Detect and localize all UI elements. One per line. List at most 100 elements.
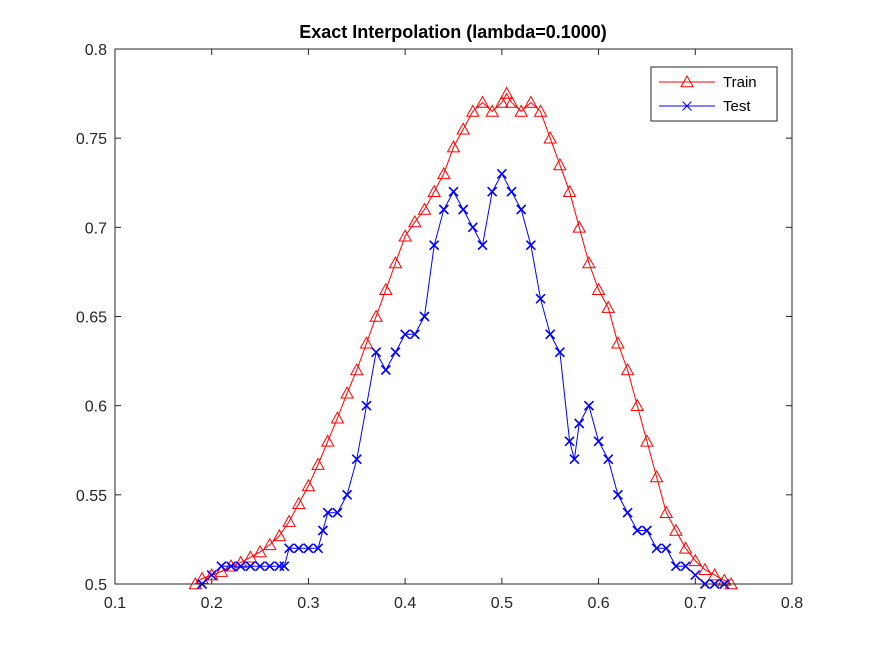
data-point-train: [214, 564, 229, 577]
data-point-test: [477, 240, 488, 251]
axes-frame: [114, 48, 793, 585]
data-point-test: [574, 418, 585, 429]
data-point-test: [279, 561, 290, 572]
legend-label-test: Test: [723, 98, 751, 115]
data-point-test: [661, 543, 672, 554]
data-point-train: [456, 122, 471, 135]
axes-background: [115, 49, 792, 584]
data-point-train: [582, 255, 596, 269]
data-point-test: [245, 561, 256, 572]
data-point-train: [717, 573, 732, 586]
data-point-test: [390, 347, 401, 358]
x-tick-label: 0.5: [491, 595, 513, 612]
data-point-test: [438, 204, 449, 215]
data-point-test: [554, 347, 565, 358]
data-point-train: [436, 166, 451, 180]
data-point-train: [533, 104, 548, 117]
series-train: [188, 86, 738, 590]
data-point-test: [564, 436, 575, 447]
data-point-train: [330, 411, 345, 424]
data-point-test: [332, 507, 343, 518]
data-point-train: [659, 505, 674, 518]
chart-title: Exact Interpolation (lambda=0.1000): [299, 22, 607, 42]
x-tick-label: 0.2: [201, 595, 223, 612]
data-point-train: [611, 336, 625, 349]
data-point-train: [640, 434, 654, 447]
data-point-train: [572, 220, 587, 233]
data-point-test: [361, 400, 372, 411]
data-point-test: [429, 240, 440, 251]
data-point-test: [342, 489, 353, 500]
data-point-test: [545, 329, 556, 340]
x-tick-label: 0.1: [104, 595, 126, 612]
data-point-test: [603, 454, 614, 465]
y-tick-label: 0.6: [85, 399, 107, 416]
y-tick-label: 0.8: [85, 42, 107, 59]
data-point-train: [349, 362, 364, 376]
data-point-test: [448, 186, 459, 197]
data-point-train: [291, 496, 306, 510]
data-point-train: [224, 559, 238, 572]
data-point-test: [380, 364, 391, 376]
data-point-train: [649, 469, 664, 483]
data-point-train: [253, 544, 267, 558]
data-point-train: [407, 214, 422, 228]
y-tick-label: 0.5: [85, 577, 107, 594]
data-point-train: [388, 255, 403, 269]
data-point-test: [535, 293, 546, 304]
y-tick-label: 0.75: [76, 131, 107, 148]
data-point-test: [274, 561, 285, 572]
data-point-train: [495, 95, 509, 108]
data-point-test: [293, 543, 304, 554]
data-point-train: [475, 95, 490, 108]
data-point-test: [690, 570, 701, 581]
y-tick-label: 0.7: [85, 220, 107, 237]
data-point-test: [680, 561, 691, 572]
data-point-train: [311, 457, 325, 470]
x-tick-label: 0.7: [684, 595, 706, 612]
data-point-train: [272, 528, 287, 542]
data-point-test: [284, 543, 295, 554]
data-point-test: [458, 204, 469, 215]
data-point-train: [417, 202, 432, 215]
x-tick-label: 0.6: [587, 595, 609, 612]
data-point-test: [487, 186, 498, 197]
data-point-test: [255, 561, 266, 572]
data-point-test: [569, 454, 580, 465]
data-point-train: [204, 568, 219, 581]
legend-marker-train: [680, 74, 694, 88]
data-point-test: [622, 507, 633, 518]
data-point-test: [467, 222, 478, 233]
data-point-train: [591, 282, 606, 296]
data-point-test: [317, 525, 329, 536]
legend: Train Test: [650, 66, 778, 122]
data-point-train: [427, 184, 442, 197]
data-point-train: [359, 336, 374, 349]
x-tick-label: 0.4: [394, 595, 416, 612]
series-line-train: [194, 92, 732, 585]
data-point-train: [465, 104, 480, 117]
data-point-test: [409, 329, 420, 340]
series-test: [196, 168, 730, 590]
data-point-test: [225, 561, 237, 572]
data-point-train: [340, 386, 354, 399]
data-point-train: [369, 309, 383, 322]
data-point-train: [724, 576, 738, 590]
data-point-test: [351, 454, 362, 465]
legend-marker-test: [682, 101, 692, 111]
data-point-train: [669, 523, 683, 536]
data-point-test: [641, 525, 652, 536]
data-point-train: [243, 550, 258, 563]
plot-area: 0.1 0.2 0.3 0.4 0.5 0.6 0.7 0.8 0.5 0.55 0.6 0.65 0.…: [76, 42, 803, 612]
data-point-train: [485, 104, 500, 117]
data-point-test: [593, 436, 604, 447]
data-point-train: [398, 229, 412, 242]
series-line-test: [201, 172, 725, 585]
data-point-train: [504, 95, 519, 108]
data-point-train: [378, 282, 393, 296]
data-point-train: [499, 86, 514, 99]
data-point-test: [516, 204, 527, 215]
data-point-train: [524, 95, 538, 108]
data-point-test: [371, 347, 382, 358]
